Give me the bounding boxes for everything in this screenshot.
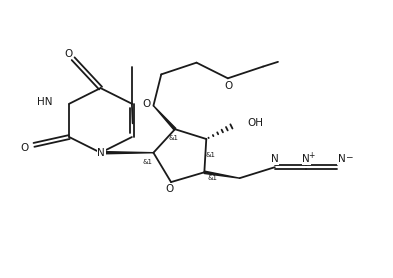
Text: HN: HN [37,97,52,107]
Text: +: + [308,151,314,160]
Text: N: N [97,148,105,158]
Text: &1: &1 [168,135,178,141]
Text: OH: OH [248,118,263,128]
Text: O: O [224,81,233,91]
Text: N: N [302,154,310,164]
Text: &1: &1 [143,160,152,165]
Text: O: O [165,184,173,194]
Polygon shape [153,106,176,130]
Text: O: O [64,49,72,59]
Text: N: N [271,154,279,164]
Text: &1: &1 [208,175,218,181]
Text: N: N [338,154,345,164]
Text: O: O [21,143,29,153]
Polygon shape [101,152,153,154]
Polygon shape [204,171,240,178]
Text: O: O [142,99,151,109]
Text: −: − [345,152,353,161]
Text: &1: &1 [205,152,215,158]
